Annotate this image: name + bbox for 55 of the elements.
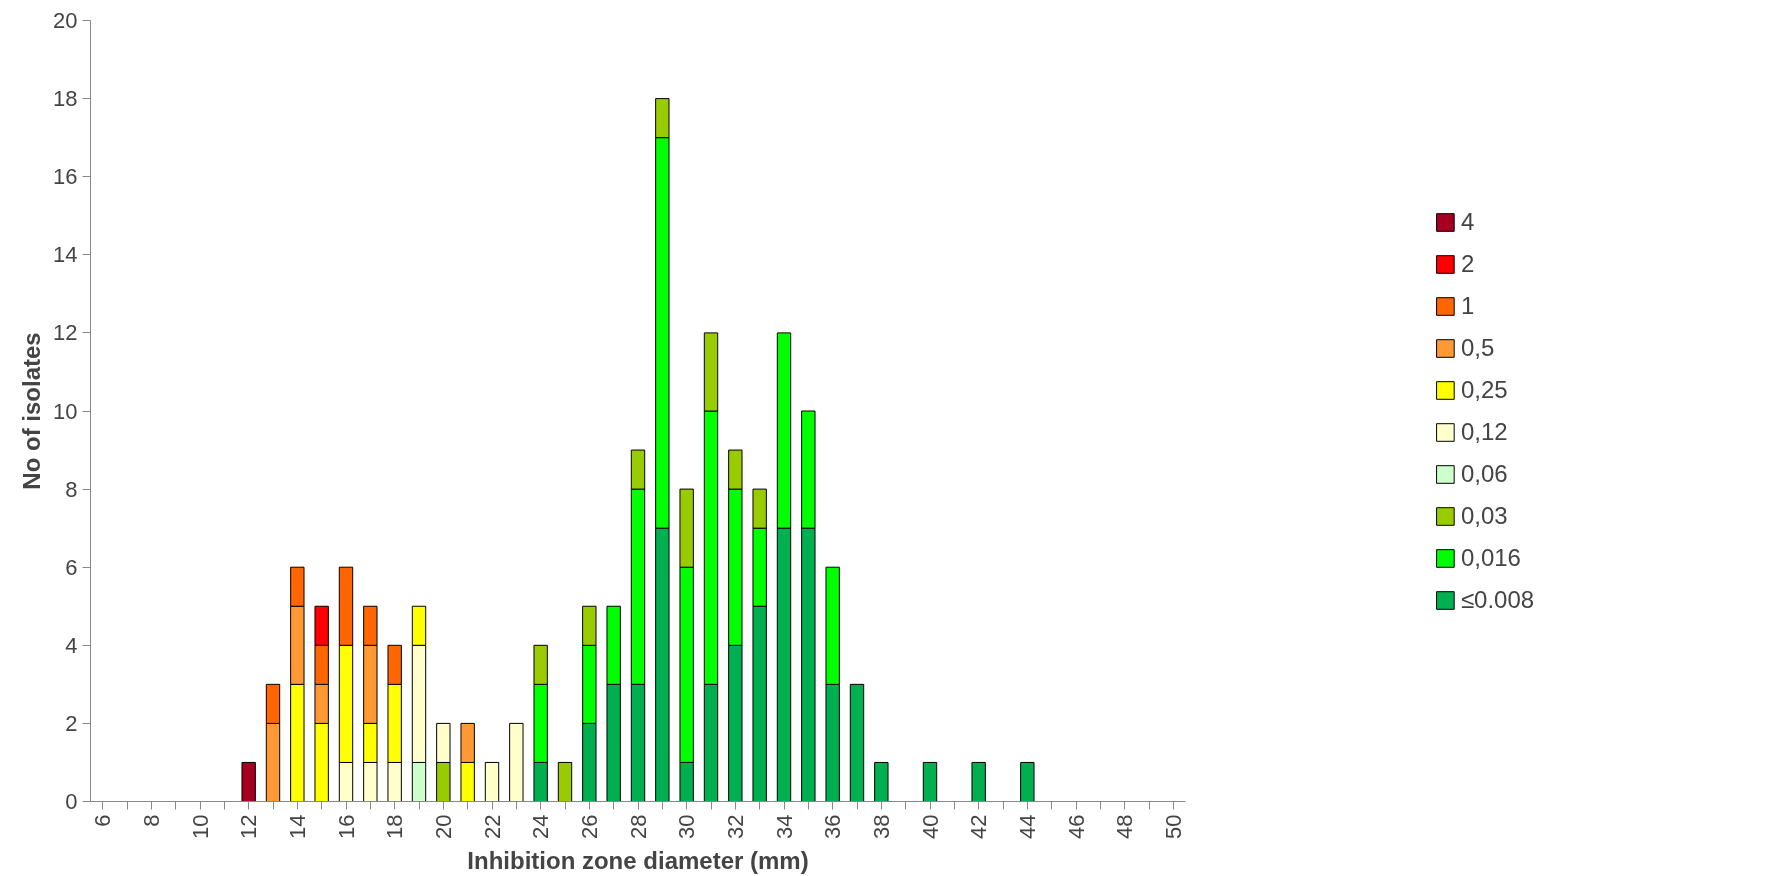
- x-tick-label: 8: [138, 814, 164, 827]
- bar: [971, 761, 986, 802]
- legend-label: 0,016: [1460, 543, 1521, 572]
- y-tick-label: 20: [53, 8, 78, 33]
- x-tick-label: 10: [187, 814, 213, 839]
- bar: [509, 722, 524, 802]
- x-tick-label: 34: [771, 814, 797, 839]
- x-tick-label: 12: [236, 814, 262, 839]
- x-tick-label: 44: [1014, 814, 1040, 839]
- x-tick-label: 40: [917, 814, 943, 839]
- x-tick-label: 24: [528, 814, 554, 839]
- y-axis-title: No of isolates: [18, 332, 46, 490]
- bar: [241, 761, 256, 802]
- y-tick-label: 14: [53, 242, 78, 268]
- legend-label: 0,5: [1460, 333, 1495, 362]
- legend-label: 0,12: [1460, 417, 1508, 446]
- x-tick-label: 32: [722, 814, 748, 839]
- x-tick-label: 14: [284, 814, 310, 839]
- x-tick-label: 30: [674, 814, 700, 839]
- bar: [849, 683, 865, 802]
- legend-label: ≤0.008: [1460, 585, 1535, 614]
- x-tick-label: 48: [1112, 814, 1138, 839]
- bar: [922, 761, 938, 802]
- legend-label: 0,25: [1460, 375, 1508, 404]
- x-tick-label: 28: [625, 814, 651, 839]
- bar: [484, 761, 500, 802]
- x-tick-label: 20: [430, 814, 456, 839]
- legend-label: 4: [1460, 207, 1476, 236]
- x-tick-label: 42: [966, 814, 992, 839]
- x-tick-label: 26: [576, 814, 602, 839]
- y-tick-label: 18: [53, 86, 78, 112]
- x-tick-label: 6: [90, 814, 116, 827]
- y-tick-label: 10: [53, 398, 78, 424]
- legend-label: 0,03: [1460, 501, 1508, 530]
- x-tick-label: 46: [1063, 814, 1089, 839]
- y-tick-label: 2: [65, 710, 78, 736]
- bar: [874, 761, 889, 802]
- bar: [1020, 761, 1035, 802]
- legend-label: 1: [1460, 291, 1476, 320]
- y-tick-label: 0: [65, 789, 78, 814]
- bar: [557, 761, 573, 802]
- y-tick-label: 8: [65, 476, 78, 502]
- x-axis-title: Inhibition zone diameter (mm): [467, 846, 809, 874]
- x-tick-label: 18: [382, 814, 408, 839]
- y-tick-label: 12: [53, 320, 78, 346]
- x-tick-label: 16: [333, 814, 359, 839]
- y-tick-label: 4: [65, 632, 78, 658]
- x-tick-label: 38: [868, 814, 894, 839]
- y-tick-label: 16: [53, 164, 78, 190]
- y-tick-label: 6: [65, 554, 78, 580]
- legend-label: 0,06: [1460, 459, 1508, 488]
- x-tick-label: 36: [820, 814, 846, 839]
- x-tick-label: 22: [479, 814, 505, 839]
- x-tick-label: 50: [1160, 814, 1186, 839]
- legend-label: 2: [1460, 249, 1476, 278]
